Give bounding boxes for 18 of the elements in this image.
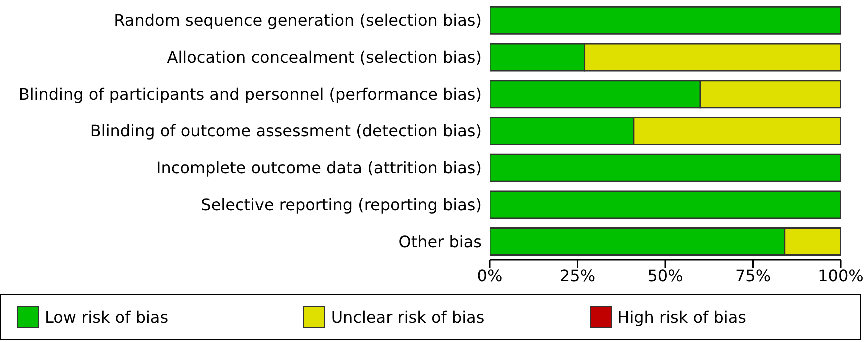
x-tick-label: 50% <box>648 266 684 286</box>
bar <box>490 190 841 220</box>
y-tick-label: Blinding of participants and personnel (performance bias) <box>18 84 482 104</box>
y-tick-label: Selective reporting (reporting bias) <box>201 195 482 214</box>
y-tick-label: Blinding of outcome assessment (detection bias) <box>90 122 482 141</box>
x-tick-label: 100% <box>818 266 864 286</box>
y-tick-label: Incomplete outcome data (attrition bias) <box>156 158 482 178</box>
y-tick-label: Random sequence generation (selection bias) <box>114 11 482 30</box>
bar <box>490 6 841 35</box>
y-tick-label: Allocation concealment (selection bias) <box>167 48 482 67</box>
x-tick-label: 75% <box>735 266 772 286</box>
x-tick-label: 25% <box>560 266 596 286</box>
bar <box>490 154 841 182</box>
legend-label: High risk of bias <box>618 308 746 326</box>
y-tick-label: Other bias <box>398 232 482 252</box>
x-tick-label: 0% <box>477 266 503 286</box>
legend-label: Unclear risk of bias <box>331 308 485 326</box>
legend-label: Low risk of bias <box>45 308 169 326</box>
